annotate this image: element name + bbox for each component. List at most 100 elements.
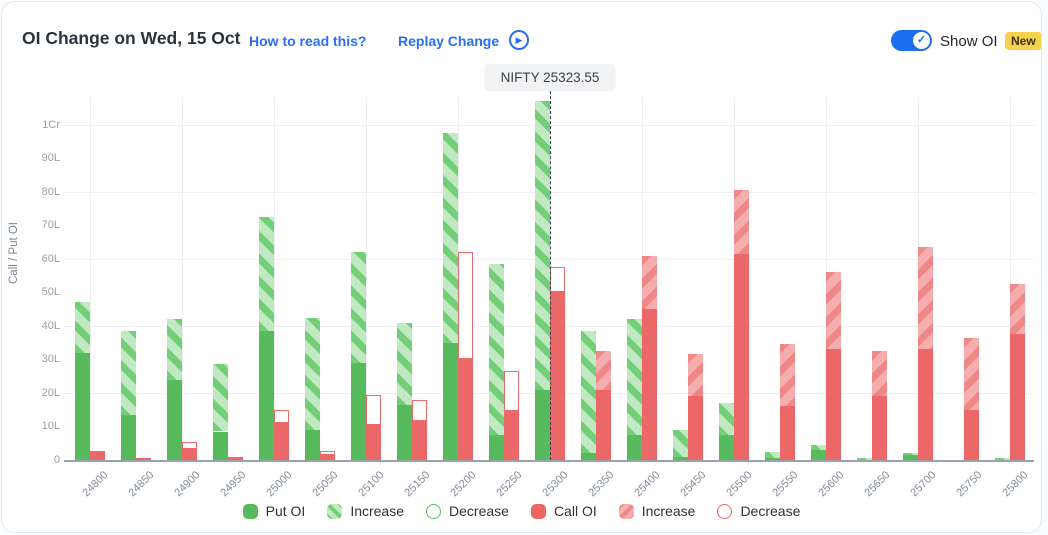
put-increase-bar-25300[interactable]	[535, 101, 550, 390]
put-increase-bar-25800[interactable]	[995, 458, 1010, 460]
put-bar-25000[interactable]	[259, 330, 274, 460]
put-increase-bar-24950[interactable]	[213, 364, 228, 432]
legend-item-red-outline[interactable]: Decrease	[717, 503, 800, 519]
put-increase-bar-25000[interactable]	[259, 216, 274, 331]
put-bar-24900[interactable]	[167, 379, 182, 460]
put-increase-bar-25100[interactable]	[351, 252, 366, 363]
call-increase-bar-25600[interactable]	[826, 272, 841, 350]
put-bar-25050[interactable]	[305, 429, 320, 460]
put-increase-bar-25250[interactable]	[489, 263, 504, 435]
call-increase-bar-25400[interactable]	[642, 255, 657, 310]
y-axis-tick-label: 10L	[41, 420, 60, 433]
call-increase-bar-25700[interactable]	[918, 247, 933, 350]
call-bar-25800[interactable]	[1010, 334, 1025, 460]
call-bar-24950[interactable]	[228, 456, 243, 460]
put-increase-bar-25050[interactable]	[305, 317, 320, 430]
put-increase-bar-25400[interactable]	[627, 319, 642, 435]
put-increase-bar-25550[interactable]	[765, 451, 780, 459]
call-decrease-bar-25000[interactable]	[274, 409, 289, 424]
call-decrease-bar-25150[interactable]	[412, 399, 427, 422]
put-increase-bar-25150[interactable]	[397, 322, 412, 405]
call-bar-25550[interactable]	[780, 406, 795, 460]
put-bar-25600[interactable]	[811, 449, 826, 460]
call-increase-bar-25800[interactable]	[1010, 284, 1025, 335]
legend-item-red-solid[interactable]: Call OI	[530, 503, 597, 519]
legend-label: Increase	[350, 503, 405, 519]
legend-item-green-solid[interactable]: Put OI	[242, 503, 305, 519]
put-increase-bar-25650[interactable]	[857, 457, 872, 460]
page-title: OI Change on Wed, 15 Oct	[22, 28, 241, 48]
new-badge: New	[1005, 32, 1041, 50]
call-increase-bar-25500[interactable]	[734, 190, 749, 254]
legend-label: Call OI	[553, 503, 597, 519]
show-oi-toggle[interactable]: ✓	[891, 30, 932, 51]
call-increase-bar-25550[interactable]	[780, 344, 795, 407]
call-increase-bar-25750[interactable]	[964, 337, 979, 410]
y-axis-tick-label: 20L	[41, 386, 60, 399]
how-to-read-link[interactable]: How to read this?	[249, 33, 367, 49]
play-circle-icon[interactable]: ▶	[509, 30, 529, 50]
call-bar-25600[interactable]	[826, 349, 841, 460]
legend-item-red-hatch[interactable]: Increase	[618, 503, 696, 519]
legend-item-green-hatch[interactable]: Increase	[327, 503, 404, 519]
y-axis-title: Call / Put OI	[8, 222, 20, 284]
put-increase-bar-25200[interactable]	[443, 133, 458, 343]
put-increase-bar-25600[interactable]	[811, 444, 826, 450]
call-bar-25750[interactable]	[964, 409, 979, 460]
call-bar-25300[interactable]	[550, 292, 565, 460]
call-bar-25250[interactable]	[504, 411, 519, 460]
call-bar-25200[interactable]	[458, 359, 473, 460]
put-bar-25500[interactable]	[719, 434, 734, 460]
put-bar-24800[interactable]	[75, 352, 90, 460]
put-bar-25100[interactable]	[351, 362, 366, 460]
call-bar-24900[interactable]	[182, 449, 197, 460]
put-increase-bar-25450[interactable]	[673, 429, 688, 457]
v-gridline	[1010, 97, 1011, 462]
call-bar-24800[interactable]	[90, 450, 105, 460]
y-axis-tick-label: 70L	[41, 219, 60, 232]
call-bar-25150[interactable]	[412, 421, 427, 460]
put-increase-bar-25700[interactable]	[903, 453, 918, 455]
put-bar-25450[interactable]	[673, 456, 688, 460]
call-decrease-bar-25100[interactable]	[366, 394, 381, 425]
call-bar-25000[interactable]	[274, 423, 289, 460]
put-bar-24850[interactable]	[121, 414, 136, 460]
call-decrease-bar-25250[interactable]	[504, 371, 519, 412]
legend-label: Increase	[641, 503, 696, 519]
put-bar-25400[interactable]	[627, 434, 642, 460]
call-bar-25350[interactable]	[596, 389, 611, 460]
call-bar-24850[interactable]	[136, 457, 151, 460]
call-bar-25050[interactable]	[320, 454, 335, 460]
call-bar-25500[interactable]	[734, 253, 749, 460]
call-increase-bar-25350[interactable]	[596, 351, 611, 390]
call-bar-25700[interactable]	[918, 349, 933, 460]
put-increase-bar-24800[interactable]	[75, 302, 90, 353]
call-bar-25400[interactable]	[642, 309, 657, 460]
v-gridline	[182, 97, 183, 462]
replay-change-link[interactable]: Replay Change	[398, 33, 500, 49]
call-bar-25650[interactable]	[872, 396, 887, 460]
call-increase-bar-25450[interactable]	[688, 354, 703, 397]
call-decrease-bar-25050[interactable]	[320, 450, 335, 455]
legend-item-green-outline[interactable]: Decrease	[426, 503, 509, 519]
call-bar-25450[interactable]	[688, 396, 703, 460]
call-decrease-bar-24900[interactable]	[182, 441, 197, 450]
put-increase-bar-25500[interactable]	[719, 403, 734, 435]
put-bar-25250[interactable]	[489, 434, 504, 460]
put-bar-25350[interactable]	[581, 453, 596, 460]
put-increase-bar-25350[interactable]	[581, 330, 596, 454]
put-bar-25200[interactable]	[443, 342, 458, 460]
call-decrease-bar-25300[interactable]	[550, 267, 565, 293]
put-bar-25700[interactable]	[903, 454, 918, 460]
red-solid-swatch-icon	[530, 503, 546, 519]
put-increase-bar-24850[interactable]	[121, 330, 136, 415]
call-decrease-bar-25200[interactable]	[458, 252, 473, 360]
put-bar-25550[interactable]	[765, 458, 780, 460]
put-bar-24950[interactable]	[213, 431, 228, 460]
call-bar-25100[interactable]	[366, 424, 381, 460]
call-increase-bar-25650[interactable]	[872, 351, 887, 397]
put-increase-bar-24900[interactable]	[167, 319, 182, 380]
nifty-price-tooltip: NIFTY 25323.55	[484, 64, 616, 91]
put-bar-25150[interactable]	[397, 404, 412, 460]
put-bar-25300[interactable]	[535, 389, 550, 460]
